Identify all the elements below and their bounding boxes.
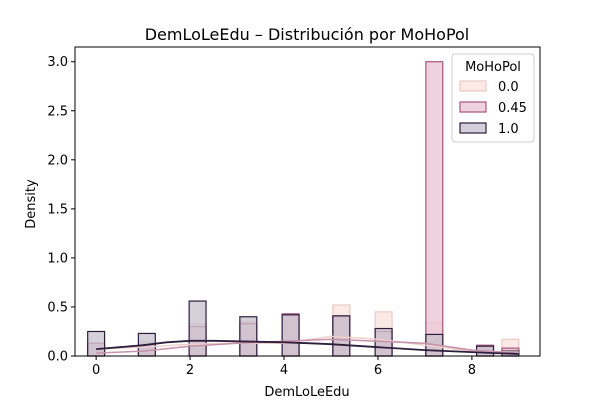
legend-label-0: 0.0 <box>498 80 519 95</box>
bar-series-1-bin-7 <box>426 62 443 356</box>
bar-series-2-bin-5 <box>333 316 350 356</box>
y-tick-label-5: 2.5 <box>47 104 68 119</box>
x-tick-label-0: 0 <box>92 363 100 378</box>
y-tick-label-3: 1.5 <box>47 202 68 217</box>
legend-swatch-0 <box>460 81 486 91</box>
y-tick-label-6: 3.0 <box>47 55 68 70</box>
x-tick-label-2: 4 <box>280 363 288 378</box>
chart-title: DemLoLeEdu – Distribución por MoHoPol <box>145 25 470 44</box>
bar-series-2-bin-4 <box>282 315 299 356</box>
legend-title: MoHoPol <box>465 60 521 75</box>
y-axis-label: Density <box>24 179 39 229</box>
legend-swatch-1 <box>460 102 486 112</box>
x-tick-label-3: 6 <box>374 363 382 378</box>
bar-series-2-bin-3 <box>240 317 257 356</box>
x-tick-label-4: 8 <box>468 363 476 378</box>
y-tick-label-4: 2.0 <box>47 153 68 168</box>
x-axis-label: DemLoLeEdu <box>264 385 349 400</box>
legend-swatch-2 <box>460 123 486 133</box>
y-tick-label-0: 0.0 <box>47 350 68 365</box>
y-tick-label-2: 1.0 <box>47 251 68 266</box>
legend-label-2: 1.0 <box>498 122 519 137</box>
bar-series-2-bin-2 <box>189 301 206 356</box>
x-tick-label-1: 2 <box>186 363 194 378</box>
legend: MoHoPol 0.0 0.45 1.0 <box>452 54 534 142</box>
legend-label-1: 0.45 <box>498 101 527 116</box>
y-tick-label-1: 0.5 <box>47 300 68 315</box>
